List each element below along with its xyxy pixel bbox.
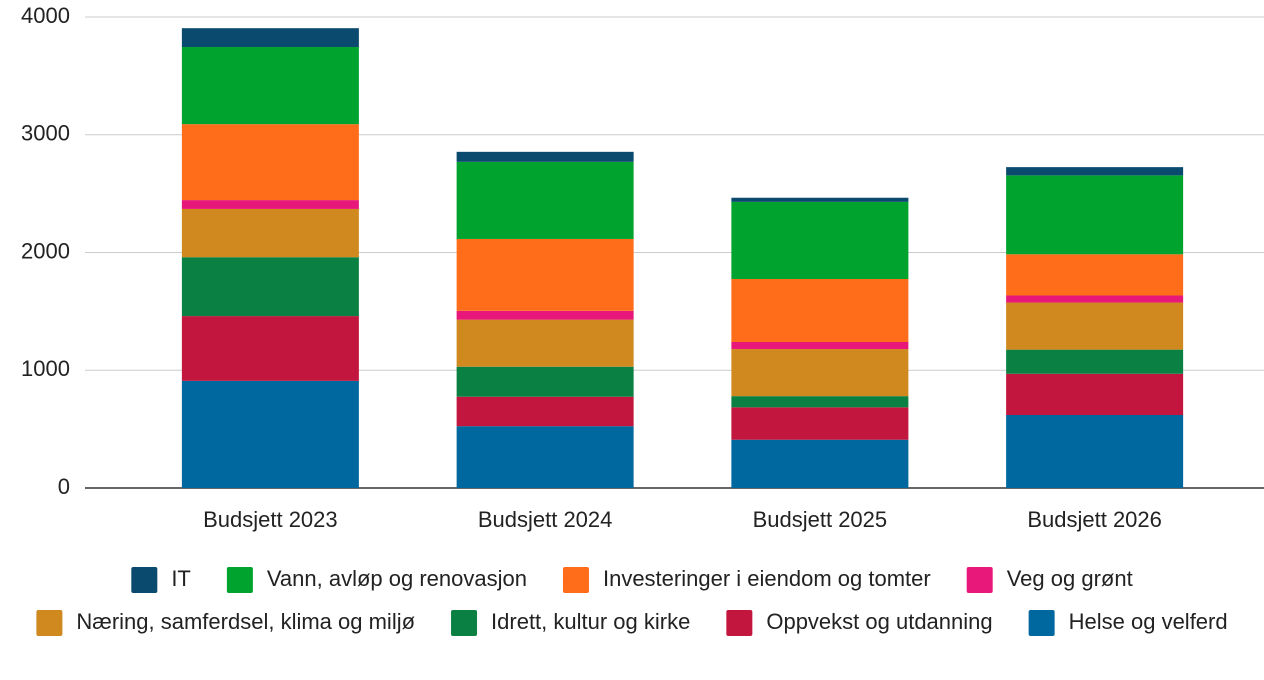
y-tick-label: 1000 <box>21 356 70 381</box>
legend-label: IT <box>171 566 191 591</box>
legend-swatch <box>726 610 753 636</box>
bar-segment <box>1006 349 1184 374</box>
legend-swatch <box>131 567 158 593</box>
bar-segment <box>731 407 909 440</box>
legend-label: Veg og grønt <box>1007 566 1133 591</box>
legend-swatch <box>36 610 63 636</box>
x-tick-label: Budsjett 2025 <box>753 507 888 532</box>
bar-segment <box>181 200 359 209</box>
bar-segment <box>181 208 359 258</box>
bar-segment <box>731 278 909 342</box>
bar-segment <box>456 396 634 427</box>
bar-segment <box>456 161 634 239</box>
legend-swatch <box>451 610 478 636</box>
bar-segment <box>731 439 909 488</box>
bar-segment <box>456 366 634 397</box>
bar-segment <box>731 349 909 397</box>
bar-segment <box>1006 373 1184 415</box>
legend-label: Vann, avløp og renovasjon <box>267 566 527 591</box>
legend-swatch <box>966 567 993 593</box>
y-tick-label: 3000 <box>21 121 70 146</box>
bar-segment <box>181 28 359 48</box>
legend-label: Oppvekst og utdanning <box>766 609 992 634</box>
y-tick-label: 0 <box>58 474 70 499</box>
bar-segment <box>1006 167 1184 176</box>
bar-segment <box>731 197 909 202</box>
x-tick-label: Budsjett 2023 <box>203 507 338 532</box>
legend-swatch <box>1028 610 1055 636</box>
bar-segment <box>456 310 634 320</box>
bar-segment <box>1006 414 1184 488</box>
bar-segment <box>731 396 909 408</box>
bar-segment <box>1006 175 1184 255</box>
bar-segment <box>181 316 359 381</box>
legend-swatch <box>562 567 589 593</box>
legend-label: Investeringer i eiendom og tomter <box>603 566 931 591</box>
legend-label: Idrett, kultur og kirke <box>491 609 690 634</box>
bar-segment <box>181 47 359 125</box>
bar-segment <box>456 426 634 488</box>
y-tick-label: 2000 <box>21 238 70 263</box>
bar-segment <box>731 341 909 350</box>
bar-segment <box>181 124 359 201</box>
bar-segment <box>456 151 634 162</box>
x-tick-label: Budsjett 2026 <box>1027 507 1162 532</box>
x-tick-label: Budsjett 2024 <box>478 507 613 532</box>
bar-segment <box>731 201 909 279</box>
bar-segment <box>456 238 634 311</box>
legend-label: Næring, samferdsel, klima og miljø <box>76 609 415 634</box>
bar-segment <box>456 319 634 367</box>
y-tick-label: 4000 <box>21 3 70 28</box>
legend-swatch <box>226 567 253 593</box>
bar-segment <box>181 380 359 488</box>
bar-segment <box>1006 254 1184 296</box>
bar-segment <box>1006 302 1184 350</box>
bar-segment <box>181 257 359 317</box>
bar-segment <box>1006 295 1184 303</box>
legend-label: Helse og velferd <box>1069 609 1228 634</box>
